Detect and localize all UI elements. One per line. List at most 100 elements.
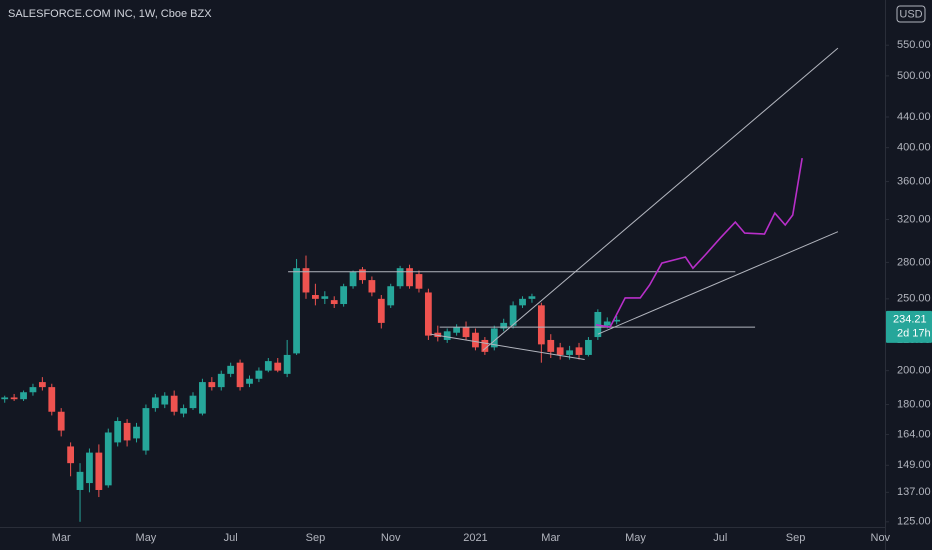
candle-body xyxy=(217,373,225,388)
currency-box[interactable] xyxy=(896,5,926,23)
x-tick-label: Sep xyxy=(786,532,806,544)
candle-body xyxy=(509,305,517,326)
y-tick-label: 250.00 xyxy=(897,293,931,305)
candle-body xyxy=(236,362,244,388)
candle-body xyxy=(406,268,413,287)
candle-body xyxy=(151,397,159,409)
price-tag-countdown: 2d 17h xyxy=(897,328,931,340)
candle-body xyxy=(29,387,37,393)
y-tick-label: 500.00 xyxy=(897,70,931,82)
drawing-line xyxy=(595,157,803,328)
candle-body xyxy=(453,327,461,333)
candle-body xyxy=(519,298,526,306)
candle-body xyxy=(170,395,178,412)
y-tick-label: 125.00 xyxy=(897,516,931,528)
currency-label[interactable]: USD xyxy=(899,8,922,20)
candle-body xyxy=(359,269,366,281)
candle-body xyxy=(104,432,112,486)
candle-body xyxy=(142,408,150,451)
candle-body xyxy=(340,286,348,305)
candle-body xyxy=(76,471,84,490)
candle-body xyxy=(246,378,253,384)
candle-body xyxy=(123,422,131,441)
candle-body xyxy=(500,322,508,329)
candle-body xyxy=(330,300,338,305)
drawing-line xyxy=(430,333,585,361)
y-tick-label: 320.00 xyxy=(897,213,931,225)
candle-body xyxy=(585,339,592,355)
candle-body xyxy=(415,274,423,289)
candle-body xyxy=(434,332,442,338)
drawing-line xyxy=(482,47,839,351)
candle-body xyxy=(377,298,385,323)
x-tick-label: Mar xyxy=(52,532,71,544)
candle-body xyxy=(199,382,206,414)
candle-body xyxy=(603,321,611,326)
candle-body xyxy=(38,382,46,388)
y-tick-label: 180.00 xyxy=(897,398,931,410)
candle-body xyxy=(368,280,376,293)
candle-body xyxy=(528,296,536,299)
candle-body xyxy=(481,339,489,352)
candle-body xyxy=(114,421,122,443)
x-tick-label: Jul xyxy=(713,532,727,544)
candle-body xyxy=(274,362,282,371)
candle-body xyxy=(566,350,573,355)
x-tick-label: Jul xyxy=(224,532,238,544)
y-tick-label: 550.00 xyxy=(897,39,931,51)
candle-body xyxy=(48,387,56,412)
candle-body xyxy=(613,319,621,322)
price-tag-value: 234.21 xyxy=(893,314,927,326)
y-tick-label: 360.00 xyxy=(897,175,931,187)
candle-body xyxy=(537,305,545,345)
candle-body xyxy=(264,361,272,371)
candle-body xyxy=(556,347,564,355)
candle-body xyxy=(424,292,432,336)
x-tick-label: 2021 xyxy=(463,532,487,544)
candle-body xyxy=(208,382,216,388)
candle-body xyxy=(472,332,479,348)
x-tick-label: Nov xyxy=(381,532,401,544)
y-tick-label: 149.00 xyxy=(897,459,931,471)
candle-body xyxy=(180,408,187,414)
candle-body xyxy=(462,327,470,338)
candle-body xyxy=(396,268,404,287)
y-tick-label: 200.00 xyxy=(897,365,931,377)
x-tick-label: Sep xyxy=(306,532,326,544)
candle-body xyxy=(57,411,65,431)
y-tick-label: 164.00 xyxy=(897,428,931,440)
y-tick-label: 137.00 xyxy=(897,486,931,498)
x-tick-label: May xyxy=(136,532,157,544)
candle-body xyxy=(10,397,18,400)
x-tick-label: Mar xyxy=(541,532,560,544)
candle-body xyxy=(490,328,498,348)
y-tick-label: 280.00 xyxy=(897,256,931,268)
candle-body xyxy=(67,446,75,464)
candle-body xyxy=(227,365,235,374)
candle-body xyxy=(312,295,319,299)
candle-body xyxy=(575,347,583,355)
candle-body xyxy=(547,339,555,352)
candle-body xyxy=(86,452,93,484)
x-tick-label: May xyxy=(625,532,646,544)
candle-body xyxy=(302,268,310,293)
drawing-line xyxy=(597,231,839,335)
candle-body xyxy=(443,331,451,340)
candle-body xyxy=(293,268,300,354)
candle-body xyxy=(95,452,103,490)
candle-body xyxy=(387,286,395,306)
candle-body xyxy=(283,354,291,374)
candle-body xyxy=(189,395,197,409)
candle-body xyxy=(161,395,169,405)
y-tick-label: 440.00 xyxy=(897,111,931,123)
candle-body xyxy=(20,392,27,400)
candle-body xyxy=(255,370,263,379)
x-tick-label: Nov xyxy=(871,532,891,544)
chart-title: SALESFORCE.COM INC, 1W, Cboe BZX xyxy=(8,8,212,20)
y-tick-label: 400.00 xyxy=(897,142,931,154)
candle-body xyxy=(133,426,140,439)
candle-body xyxy=(349,271,357,287)
candle-body xyxy=(1,397,9,400)
